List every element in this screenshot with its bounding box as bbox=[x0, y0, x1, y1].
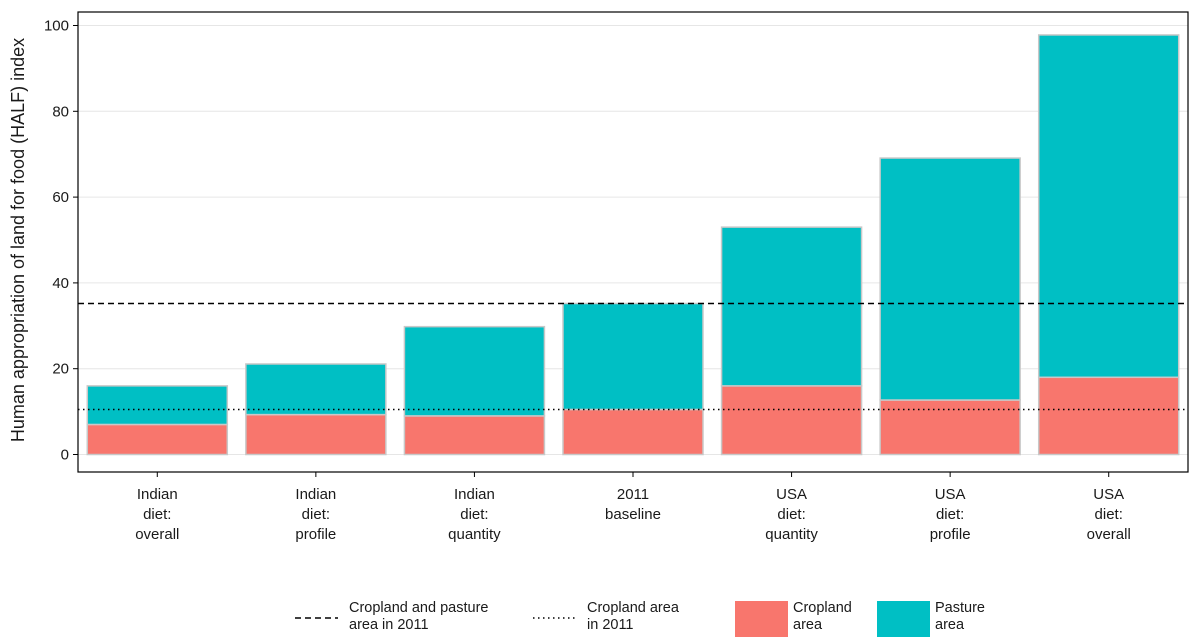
bar-pasture bbox=[403, 325, 546, 417]
bar-pasture bbox=[245, 363, 387, 416]
bars bbox=[86, 34, 1180, 456]
x-tick-label: USA diet: quantity bbox=[765, 486, 818, 543]
bar-pasture bbox=[720, 226, 863, 387]
x-tick-label-line: quantity bbox=[448, 526, 501, 543]
y-tick-label: 60 bbox=[52, 189, 69, 206]
x-tick-label: Indian diet: quantity bbox=[448, 486, 501, 543]
bar-cropland bbox=[86, 423, 229, 456]
x-tick-label-line: USA bbox=[935, 486, 966, 503]
bar-cropland bbox=[403, 415, 546, 456]
bar-pasture bbox=[86, 385, 229, 426]
bar-pasture bbox=[1037, 34, 1180, 379]
legend-label: Pasture area bbox=[935, 600, 985, 633]
x-tick-label-line: diet: bbox=[777, 506, 805, 523]
x-tick-label-line: diet: bbox=[302, 506, 330, 523]
y-axis: 0 20 40 60 80 100 bbox=[44, 18, 78, 464]
x-tick-label-line: Indian bbox=[137, 486, 178, 503]
legend-label: Cropland area in 2011 bbox=[587, 600, 680, 633]
y-tick-label: 100 bbox=[44, 18, 69, 35]
x-tick-label-line: overall bbox=[1087, 526, 1131, 543]
legend-label-line: area bbox=[793, 617, 823, 633]
x-tick-label-line: Indian bbox=[295, 486, 336, 503]
x-tick-label-line: 2011 bbox=[617, 486, 649, 503]
x-tick-label-line: diet: bbox=[460, 506, 488, 523]
bar-cropland bbox=[879, 399, 1021, 456]
x-tick-label: 2011 baseline bbox=[605, 486, 661, 523]
x-tick-label-line: overall bbox=[135, 526, 179, 543]
y-tick-label: 80 bbox=[52, 103, 69, 120]
bar-pasture bbox=[879, 157, 1021, 401]
legend: Cropland and pasture area in 2011Cropland… bbox=[295, 600, 985, 637]
legend-label-line: Cropland and pasture bbox=[349, 600, 488, 616]
legend-swatch-cropland bbox=[735, 601, 788, 637]
bar-cropland bbox=[245, 413, 387, 456]
bar-cropland bbox=[720, 385, 863, 456]
x-tick-label-line: profile bbox=[930, 526, 971, 543]
legend-label-line: in 2011 bbox=[587, 617, 634, 633]
bar-cropland bbox=[1037, 376, 1180, 456]
x-tick-label: USA diet: profile bbox=[930, 486, 971, 543]
reference-lines bbox=[78, 302, 1188, 411]
x-tick-label: Indian diet: profile bbox=[295, 486, 336, 543]
y-tick-label: 20 bbox=[52, 361, 69, 378]
legend-label-line: Pasture bbox=[935, 600, 985, 616]
legend-label-line: area bbox=[935, 617, 965, 633]
x-tick-label-line: USA bbox=[1093, 486, 1124, 503]
y-axis-title: Human appropriation of land for food (HA… bbox=[8, 38, 28, 442]
legend-label-line: Cropland area bbox=[587, 600, 680, 616]
y-tick-label: 40 bbox=[52, 275, 69, 292]
x-tick-label-line: diet: bbox=[143, 506, 171, 523]
x-tick-label-line: baseline bbox=[605, 506, 661, 523]
bar-pasture bbox=[562, 302, 704, 411]
x-tick-label-line: Indian bbox=[454, 486, 495, 503]
legend-label: Cropland and pasture area in 2011 bbox=[349, 600, 488, 633]
legend-label-line: Cropland bbox=[793, 600, 852, 616]
x-tick-label-line: USA bbox=[776, 486, 807, 503]
legend-label: Cropland area bbox=[793, 600, 852, 633]
bar-cropland bbox=[562, 408, 704, 456]
legend-swatch-pasture bbox=[877, 601, 930, 637]
legend-label-line: area in 2011 bbox=[349, 617, 429, 633]
x-tick-label-line: diet: bbox=[1095, 506, 1123, 523]
y-tick-label: 0 bbox=[61, 447, 69, 464]
x-tick-label: USA diet: overall bbox=[1087, 486, 1131, 543]
x-tick-label-line: diet: bbox=[936, 506, 964, 523]
x-tick-label-line: profile bbox=[295, 526, 336, 543]
x-tick-label: Indian diet: overall bbox=[135, 486, 179, 543]
x-tick-label-line: quantity bbox=[765, 526, 818, 543]
